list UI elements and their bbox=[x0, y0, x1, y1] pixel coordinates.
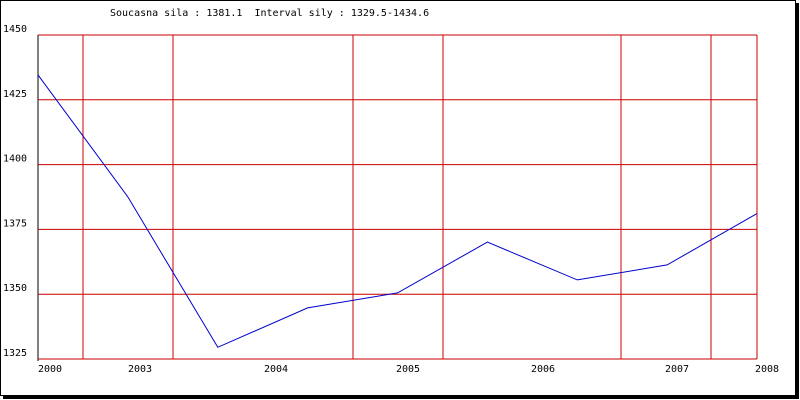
x-tick-label: 2007 bbox=[665, 364, 689, 375]
x-tick-label: 2000 bbox=[38, 364, 62, 375]
x-tick-label: 2006 bbox=[531, 364, 555, 375]
y-tick-label: 1425 bbox=[3, 89, 27, 100]
x-tick-label: 2003 bbox=[128, 364, 152, 375]
y-tick-label: 1350 bbox=[3, 283, 27, 294]
y-tick-label: 1325 bbox=[3, 348, 27, 359]
y-tick-label: 1400 bbox=[3, 154, 27, 165]
x-tick-label: 2005 bbox=[396, 364, 420, 375]
chart-title: Soucasna sila : 1381.1 Interval sily : 1… bbox=[110, 8, 429, 19]
y-tick-label: 1375 bbox=[3, 218, 27, 229]
x-tick-label: 2004 bbox=[264, 364, 288, 375]
data-line bbox=[37, 74, 758, 348]
y-tick-label: 1450 bbox=[3, 24, 27, 35]
x-tick-label: 2008 bbox=[755, 364, 779, 375]
